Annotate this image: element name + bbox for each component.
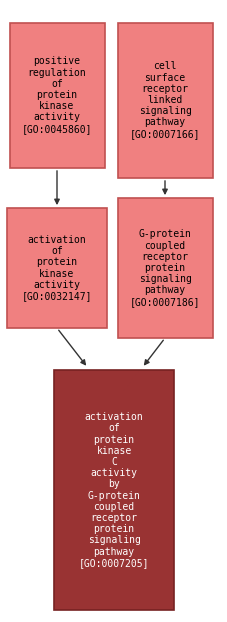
- Text: activation
of
protein
kinase
activity
[GO:0032147]: activation of protein kinase activity [G…: [22, 235, 92, 301]
- Text: G-protein
coupled
receptor
protein
signaling
pathway
[GO:0007186]: G-protein coupled receptor protein signa…: [129, 230, 199, 307]
- FancyBboxPatch shape: [10, 22, 104, 167]
- Text: cell
surface
receptor
linked
signaling
pathway
[GO:0007166]: cell surface receptor linked signaling p…: [129, 62, 199, 139]
- Text: activation
of
protein
kinase
C
activity
by
G-protein
coupled
receptor
protein
si: activation of protein kinase C activity …: [78, 412, 149, 568]
- FancyBboxPatch shape: [117, 22, 212, 177]
- FancyBboxPatch shape: [7, 208, 106, 328]
- FancyBboxPatch shape: [54, 370, 173, 610]
- FancyBboxPatch shape: [117, 198, 212, 338]
- Text: positive
regulation
of
protein
kinase
activity
[GO:0045860]: positive regulation of protein kinase ac…: [22, 57, 92, 134]
